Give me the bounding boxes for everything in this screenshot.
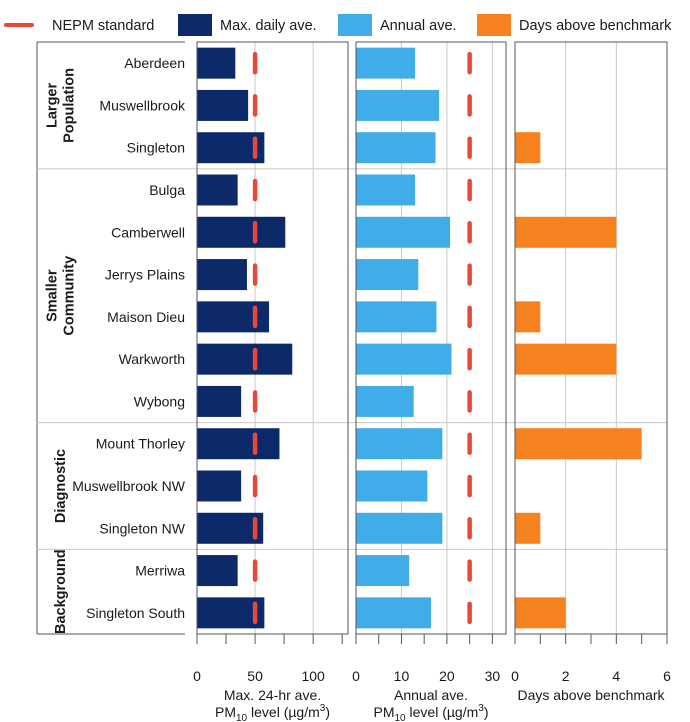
bar-0-1 xyxy=(197,89,249,121)
tick-label: 30 xyxy=(485,668,501,684)
group-label-background: Background xyxy=(53,549,69,634)
bar-0-11 xyxy=(197,512,264,544)
bar-0-12 xyxy=(197,555,238,587)
legend-swatch-3 xyxy=(477,14,511,36)
bar-1-10 xyxy=(356,470,428,502)
axis-unit-part: ) xyxy=(325,704,330,720)
group-label-line: Background xyxy=(53,549,69,634)
group-label-line: Smaller xyxy=(45,269,61,322)
station-label: Singleton South xyxy=(86,605,185,621)
legend-swatch-1 xyxy=(178,14,212,36)
station-label: Singleton NW xyxy=(99,520,185,536)
bar-0-0 xyxy=(197,47,236,79)
group-label-larger-population: LargerPopulation xyxy=(45,68,78,143)
legend-label-2: Annual ave. xyxy=(380,18,457,34)
panel-frame-0 xyxy=(196,41,349,635)
bar-0-9 xyxy=(197,428,280,460)
group-label-line: Community xyxy=(62,256,78,336)
legend-label-3: Days above benchmark xyxy=(519,18,672,34)
tick-label: 0 xyxy=(352,668,360,684)
station-label: Jerrys Plains xyxy=(105,267,185,283)
station-label: Mount Thorley xyxy=(96,436,185,452)
axis-label-1: Annual ave. xyxy=(394,687,468,703)
station-label: Bulga xyxy=(149,182,185,198)
axis-label-2: Days above benchmark xyxy=(517,687,665,703)
bar-1-2 xyxy=(356,132,436,164)
group-label-line: Population xyxy=(62,68,78,143)
tick-label: 6 xyxy=(663,668,671,684)
bar-1-8 xyxy=(356,385,414,417)
axis-unit-part: 10 xyxy=(236,713,248,722)
station-label: Maison Dieu xyxy=(107,309,185,325)
axis-unit-part: 3 xyxy=(320,703,326,714)
tick-label: 10 xyxy=(394,668,410,684)
tick-label: 0 xyxy=(193,668,201,684)
station-label: Merriwa xyxy=(135,563,185,579)
bar-1-9 xyxy=(356,428,443,460)
tick-label: 100 xyxy=(301,668,325,684)
station-label: Wybong xyxy=(134,393,185,409)
bar-2-13 xyxy=(515,597,566,629)
bar-0-10 xyxy=(197,470,242,502)
legend-swatch-2 xyxy=(338,14,372,36)
panel-frame-1 xyxy=(355,41,507,635)
bar-1-3 xyxy=(356,174,416,206)
bar-0-6 xyxy=(197,301,270,333)
bar-0-3 xyxy=(197,174,238,206)
bar-2-4 xyxy=(515,216,617,248)
bar-0-7 xyxy=(197,343,293,375)
group-label-smaller-community: SmallerCommunity xyxy=(45,256,78,336)
bar-2-9 xyxy=(515,428,642,460)
bar-1-13 xyxy=(356,597,431,629)
axis-unit-part: 10 xyxy=(395,713,407,722)
tick-label: 4 xyxy=(612,668,620,684)
bar-0-5 xyxy=(197,259,247,291)
bar-1-6 xyxy=(356,301,437,333)
legend-label-1: Max. daily ave. xyxy=(220,18,317,34)
panel-frame-2 xyxy=(514,41,668,635)
axis-unit-part: PM xyxy=(374,704,395,720)
bar-2-6 xyxy=(515,301,541,333)
axis-unit-part: PM xyxy=(215,704,236,720)
axis-unit-part: 3 xyxy=(478,703,484,714)
bar-2-2 xyxy=(515,132,541,164)
group-label-line: Diagnostic xyxy=(53,449,69,523)
station-label: Singleton xyxy=(127,140,185,156)
station-label: Muswellbrook xyxy=(99,97,186,113)
legend-label-0: NEPM standard xyxy=(52,18,154,34)
bar-1-0 xyxy=(356,47,416,79)
axis-label-0: Max. 24-hr ave. xyxy=(224,687,321,703)
bar-0-4 xyxy=(197,216,286,248)
station-label: Aberdeen xyxy=(124,55,185,71)
bar-1-1 xyxy=(356,89,440,121)
tick-label: 50 xyxy=(247,668,263,684)
bar-2-11 xyxy=(515,512,541,544)
axis-unit-part: level (µg/m xyxy=(406,704,479,720)
bar-1-5 xyxy=(356,259,419,291)
tick-label: 2 xyxy=(562,668,570,684)
bar-1-11 xyxy=(356,512,443,544)
axis-unit-label-0: PM10 level (µg/m3) xyxy=(215,703,330,722)
bar-1-4 xyxy=(356,216,451,248)
station-label: Muswellbrook NW xyxy=(72,478,186,494)
bar-1-7 xyxy=(356,343,452,375)
axis-unit-part: ) xyxy=(484,704,489,720)
axis-unit-part: level (µg/m xyxy=(247,704,320,720)
tick-label: 20 xyxy=(439,668,455,684)
bar-0-8 xyxy=(197,385,242,417)
group-label-line: Larger xyxy=(45,83,61,128)
station-label: Camberwell xyxy=(111,224,185,240)
axis-unit-label-1: PM10 level (µg/m3) xyxy=(374,703,489,722)
group-label-diagnostic: Diagnostic xyxy=(53,449,69,523)
tick-label: 0 xyxy=(511,668,519,684)
station-label: Warkworth xyxy=(119,351,185,367)
bar-2-7 xyxy=(515,343,617,375)
bar-1-12 xyxy=(356,555,410,587)
